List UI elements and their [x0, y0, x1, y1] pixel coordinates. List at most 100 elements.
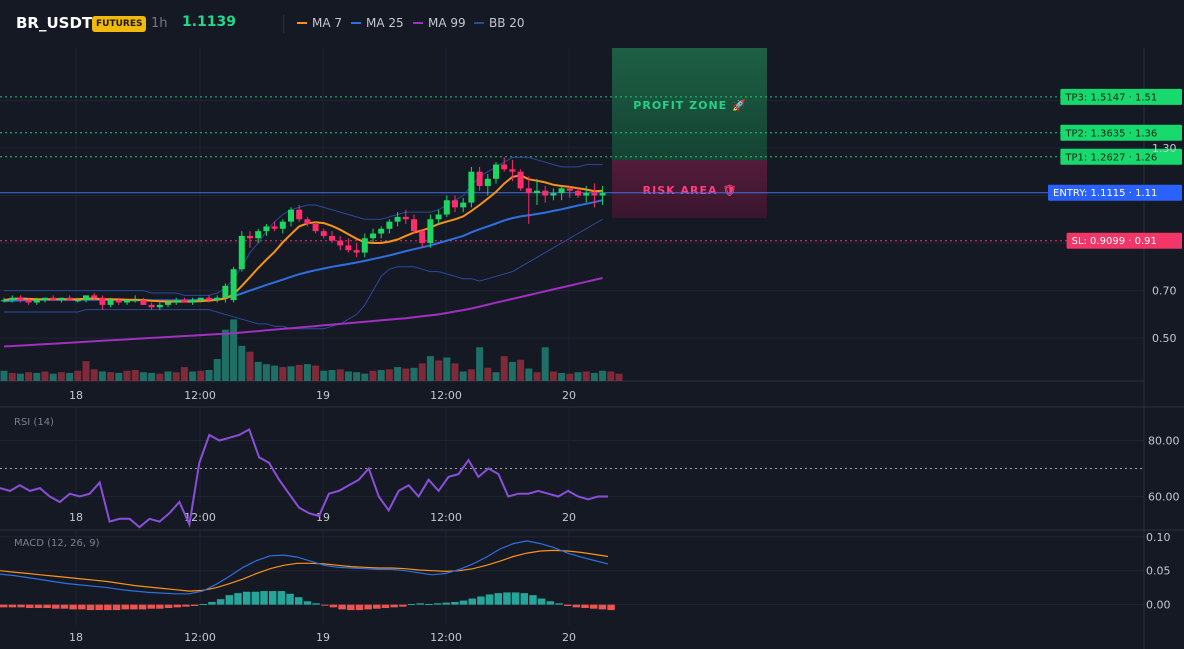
macd-hist-bar-66	[572, 604, 581, 608]
candle-body-49	[402, 216, 409, 220]
macd-hist-bar-51	[442, 602, 450, 605]
candlesticks[interactable]	[1, 157, 606, 310]
legend-ma99[interactable]: MA 99	[413, 16, 466, 30]
macd-hist-bar-39	[338, 604, 346, 610]
ma7-line	[3, 174, 603, 303]
macd-hist-bar-12	[104, 604, 112, 611]
x-tick-rsi-4: 20	[562, 511, 576, 524]
grid-lines	[0, 48, 1144, 625]
candle-body-19	[156, 304, 163, 308]
volume-bar-62	[508, 361, 516, 381]
trade-zones: PROFIT ZONE 🚀 RISK AREA 🛡	[612, 48, 767, 218]
price-tag-bg-4	[1066, 232, 1182, 249]
volume-bar-37	[303, 364, 311, 381]
price-tag-label-2: TP1: 1.2627 · 1.26	[1064, 152, 1157, 163]
y-tick-rsi-1: 80.00	[1148, 435, 1180, 448]
volume-bar-49	[402, 368, 410, 381]
candle-body-5	[42, 297, 48, 301]
last-price: 1.1139	[182, 14, 237, 30]
volume-bar-46	[377, 370, 385, 381]
candle-body-18	[148, 304, 155, 308]
candle-body-23	[189, 300, 196, 303]
macd-hist-bar-49	[425, 603, 433, 605]
volume-bar-12	[98, 371, 106, 381]
legend-ma25[interactable]: MA 25	[351, 16, 404, 30]
volume-bar-68	[558, 372, 566, 381]
candle-body-33	[271, 226, 278, 229]
volume-bar-36	[295, 364, 303, 381]
volume-bar-32	[262, 364, 270, 381]
rsi-line	[0, 427, 608, 529]
macd-hist-bar-55	[477, 596, 485, 605]
volume-bar-55	[451, 363, 459, 381]
volume-bar-42	[344, 371, 352, 381]
macd-hist-bar-9	[78, 604, 86, 610]
candle-body-31	[255, 231, 262, 239]
candle-body-11	[91, 295, 98, 298]
volume-bar-6	[49, 373, 57, 381]
volume-bar-10	[82, 361, 90, 381]
macd-hist-bar-10	[86, 604, 95, 611]
candle-body-30	[247, 235, 253, 239]
macd-hist-bar-69	[598, 604, 607, 610]
volume-bar-28	[230, 319, 238, 381]
candle-body-58	[476, 171, 483, 186]
price-tag-label-1: TP2: 1.3635 · 1.36	[1064, 128, 1157, 139]
candle-body-26	[214, 297, 221, 301]
candle-body-20	[165, 302, 171, 305]
ma25-swatch-icon	[351, 21, 361, 24]
volume-bar-19	[156, 373, 164, 381]
legend-bb20[interactable]: BB 20	[474, 16, 525, 30]
timeframe-selector[interactable]: 1h	[151, 16, 168, 31]
volume-bar-73	[599, 370, 607, 381]
volume-bar-4	[33, 372, 41, 381]
macd-hist-bar-0	[0, 604, 8, 608]
futures-badge: FUTURES	[92, 16, 147, 32]
price-level-lines	[0, 96, 1078, 242]
candle-body-64	[525, 188, 532, 194]
x-tick-macd-2: 19	[316, 631, 330, 644]
macd-hist-bar-54	[468, 598, 476, 605]
volume-bar-0	[0, 370, 8, 381]
candle-body-44	[361, 238, 368, 253]
x-tick-main-1: 12:00	[184, 389, 216, 402]
rsi-title: RSI (14)	[14, 417, 54, 428]
price-tag-bg-0	[1060, 88, 1182, 105]
legend-ma7[interactable]: MA 7	[297, 16, 342, 30]
macd-hist-bar-41	[355, 604, 364, 611]
legend-ma7-label: MA 7	[312, 16, 343, 30]
candle-body-46	[378, 228, 385, 234]
candle-body-63	[517, 171, 524, 189]
price-tag-bg-3	[1048, 184, 1182, 201]
volume-bar-20	[164, 371, 172, 381]
volume-bar-63	[517, 359, 525, 381]
macd-hist-bar-45	[390, 604, 398, 608]
volume-bar-71	[582, 371, 590, 381]
macd-hist-bar-1	[8, 604, 17, 608]
price-tag-label-4: SL: 0.9099 · 0.91	[1072, 236, 1157, 247]
price-tag-bg-1	[1060, 124, 1182, 141]
macd-hist-bar-50	[433, 603, 442, 605]
legend-ma99-label: MA 99	[428, 16, 466, 30]
symbol-name[interactable]: BR_USDT	[16, 14, 93, 32]
volume-bar-44	[361, 373, 369, 381]
profit-zone[interactable]	[612, 48, 767, 160]
x-tick-rsi-1: 12:00	[184, 511, 216, 524]
macd-hist-bar-17	[147, 604, 155, 609]
candle-body-24	[197, 297, 204, 301]
candle-body-10	[83, 295, 89, 301]
macd-hist-bar-15	[130, 604, 138, 610]
candle-body-6	[50, 297, 57, 301]
volume-bar-13	[107, 372, 115, 381]
candle-body-22	[181, 300, 188, 303]
header-divider	[283, 15, 284, 33]
macd-hist-bar-19	[164, 604, 173, 609]
candle-body-40	[329, 235, 335, 241]
x-tick-main-2: 19	[316, 389, 330, 402]
macd-hist-bar-31	[268, 591, 277, 605]
volume-bar-26	[213, 359, 221, 381]
risk-zone[interactable]	[612, 160, 767, 218]
x-tick-macd-4: 20	[562, 631, 576, 644]
macd-hist-bar-33	[286, 593, 294, 605]
